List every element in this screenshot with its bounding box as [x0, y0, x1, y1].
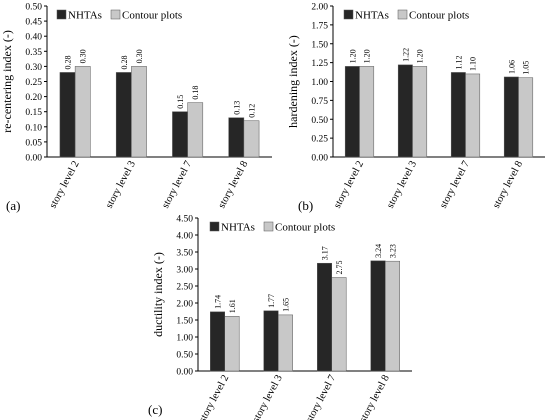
legend-label-contour-plots: Contour plots — [409, 10, 469, 22]
bar-contour-plots — [243, 120, 260, 158]
data-label: 0.28 — [64, 55, 73, 69]
y-tick-label: 0.20 — [25, 93, 42, 103]
bar-contour-plots — [224, 316, 240, 372]
y-tick-label: 0.25 — [25, 78, 42, 88]
bar-contour-plots — [331, 277, 347, 372]
y-tick-label: 0.75 — [311, 97, 328, 107]
y-tick-label: 0.50 — [311, 116, 328, 126]
legend-swatch-contour-plots — [263, 221, 274, 232]
y-tick-label: 0.35 — [25, 48, 42, 58]
y-tick-label: 1.00 — [176, 334, 193, 344]
y-tick-label: 0.50 — [176, 351, 193, 361]
y-tick-label: 0.05 — [25, 138, 42, 148]
bar-nhtas — [317, 262, 332, 372]
panel-label-a: (a) — [6, 198, 21, 213]
data-label: 0.28 — [120, 55, 129, 69]
y-tick-label: 1.50 — [311, 40, 328, 50]
data-label: 3.23 — [388, 244, 397, 258]
legend-swatch-nhtas — [209, 221, 220, 232]
bar-nhtas — [263, 310, 279, 372]
y-tick-label: 0.45 — [25, 18, 42, 28]
y-tick-label: 0.15 — [25, 108, 42, 118]
data-label: 3.17 — [321, 246, 330, 260]
bar-contour-plots — [131, 66, 147, 158]
data-label: 3.24 — [374, 244, 383, 258]
legend-label-nhtas: NHTAs — [221, 222, 255, 234]
data-label: 1.77 — [267, 294, 276, 308]
data-label: 0.15 — [176, 95, 185, 109]
legend-label-contour-plots: Contour plots — [122, 10, 182, 22]
y-tick-label: 1.25 — [311, 59, 328, 69]
y-axis-label: ductility index (-) — [151, 252, 165, 337]
y-tick-label: 1.75 — [311, 21, 328, 31]
category-label: story level 3 — [251, 373, 285, 420]
y-tick-label: 4.00 — [176, 232, 193, 242]
data-label: 0.30 — [135, 49, 144, 63]
bar-contour-plots — [385, 260, 400, 372]
y-tick-label: 0.10 — [25, 123, 42, 133]
legend-swatch-contour-plots — [110, 9, 121, 20]
data-label: 0.30 — [79, 49, 88, 63]
bar-nhtas — [210, 311, 225, 372]
y-tick-label: 3.00 — [176, 266, 193, 276]
data-label: 0.13 — [232, 101, 241, 115]
y-tick-label: 0.00 — [25, 154, 42, 164]
category-label: story level 7 — [304, 373, 338, 420]
bar-contour-plots — [187, 102, 204, 158]
legend-swatch-nhtas — [56, 9, 67, 20]
y-axis-label: re-centering index (-) — [0, 30, 14, 133]
data-label: 1.74 — [214, 295, 223, 309]
data-label: 0.12 — [247, 104, 256, 118]
bar-contour-plots — [278, 314, 293, 372]
data-label: 1.20 — [416, 49, 425, 63]
y-tick-label: 3.50 — [176, 249, 193, 259]
bar-contour-plots — [518, 77, 534, 158]
y-tick-label: 2.00 — [311, 3, 328, 13]
y-tick-label: 0.25 — [311, 135, 328, 145]
y-tick-label: 1.50 — [176, 317, 193, 327]
legend-swatch-contour-plots — [397, 9, 408, 20]
data-label: 1.22 — [401, 48, 410, 62]
data-label: 1.06 — [507, 60, 516, 74]
y-tick-label: 0.50 — [25, 3, 42, 13]
data-label: 1.12 — [454, 55, 463, 69]
category-label: story level 2 — [197, 373, 231, 420]
bar-nhtas — [370, 260, 386, 372]
bar-contour-plots — [359, 66, 375, 158]
data-label: 1.05 — [522, 61, 531, 75]
y-tick-label: 0.00 — [176, 368, 193, 378]
data-label: 2.75 — [335, 261, 344, 275]
y-tick-label: 1.00 — [311, 78, 328, 88]
y-axis-label: hardening index (-) — [286, 35, 300, 128]
bar-contour-plots — [412, 66, 428, 158]
data-label: 0.18 — [191, 86, 200, 100]
panel-label-c: (c) — [148, 402, 163, 417]
data-label: 1.10 — [469, 57, 478, 71]
legend-label-nhtas: NHTAs — [355, 10, 389, 22]
bar-contour-plots — [465, 73, 481, 158]
y-tick-label: 0.40 — [25, 33, 42, 43]
y-tick-label: 4.50 — [176, 215, 193, 225]
legend-label-nhtas: NHTAs — [68, 10, 102, 22]
bar-contour-plots — [74, 66, 91, 158]
data-label: 1.65 — [281, 298, 290, 312]
y-tick-label: 2.50 — [176, 283, 193, 293]
y-tick-label: 2.00 — [176, 300, 193, 310]
category-label: story level 8 — [358, 373, 392, 420]
data-label: 1.61 — [228, 299, 237, 313]
legend-swatch-nhtas — [343, 9, 354, 20]
panel-label-b: (b) — [298, 198, 314, 213]
data-label: 1.20 — [363, 49, 372, 63]
y-tick-label: 0.30 — [25, 63, 42, 73]
data-label: 1.20 — [348, 49, 357, 63]
legend-label-contour-plots: Contour plots — [275, 222, 335, 234]
y-tick-label: 0.00 — [311, 154, 328, 164]
